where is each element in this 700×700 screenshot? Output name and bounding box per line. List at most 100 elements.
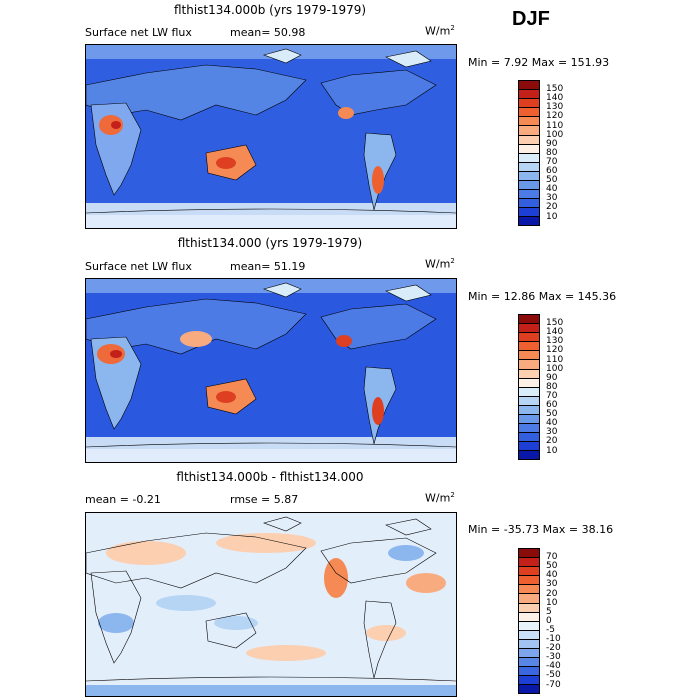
colorbar-tick-label: 50 [546, 409, 558, 420]
colorbar-swatch [518, 566, 540, 576]
colorbar-swatch [518, 350, 540, 360]
colorbar-swatch [518, 377, 540, 387]
colorbar-tick-label: -30 [546, 652, 561, 663]
panel-1-units: W/m2 [425, 24, 455, 38]
colorbar-swatch [518, 189, 540, 199]
colorbar-tick-label: 60 [546, 166, 558, 176]
colorbar-tick-label: 120 [546, 345, 564, 356]
colorbar-swatch [518, 116, 540, 126]
colorbar-swatch [518, 170, 540, 181]
colorbar-tick-label: 110 [546, 120, 564, 131]
panel-2-map [85, 278, 457, 463]
colorbar-swatch [518, 675, 540, 685]
colorbar-swatch [518, 359, 540, 369]
colorbar-tick-label: -10 [546, 634, 561, 644]
panel-2-field-label: Surface net LW flux [85, 260, 192, 273]
panel-3-colorbar [518, 548, 540, 694]
colorbar-swatch [518, 548, 540, 558]
panel-2-minmax: Min = 12.86 Max = 145.36 [468, 290, 617, 303]
colorbar-tick-label: 0 [546, 615, 552, 626]
colorbar-swatch [518, 216, 540, 226]
colorbar-swatch [518, 134, 540, 144]
colorbar-tick-label: -5 [546, 624, 555, 635]
colorbar-tick-label: 10 [546, 445, 558, 456]
colorbar-tick-label: 40 [546, 184, 558, 195]
colorbar-swatch [518, 441, 540, 451]
colorbar-tick-label: -20 [546, 643, 561, 654]
colorbar-tick-label: -50 [546, 670, 561, 681]
colorbar-swatch [518, 611, 540, 621]
colorbar-tick-label: 60 [546, 400, 558, 410]
colorbar-tick-label: 80 [546, 381, 558, 392]
colorbar-tick-label: 140 [546, 93, 564, 104]
colorbar-tick-label: 130 [546, 102, 564, 113]
panel-2-units: W/m2 [425, 257, 455, 271]
panel-1-colorbar [518, 80, 540, 226]
colorbar-swatch [518, 341, 540, 351]
colorbar-tick-label: 40 [546, 418, 558, 429]
colorbar-tick-label: 130 [546, 336, 564, 347]
panel-3-map [85, 512, 457, 697]
colorbar-swatch [518, 125, 540, 135]
panel-1-map [85, 44, 457, 229]
colorbar-swatch [518, 629, 540, 639]
colorbar-tick-label: 50 [546, 175, 558, 186]
colorbar-swatch [518, 332, 540, 342]
colorbar-tick-label: 140 [546, 327, 564, 338]
colorbar-swatch [518, 584, 540, 594]
colorbar-swatch [518, 414, 540, 424]
panel-2-mean: mean= 51.19 [230, 260, 306, 273]
panel-3-minmax: Min = -35.73 Max = 38.16 [468, 523, 614, 536]
colorbar-swatch [518, 620, 540, 630]
panel-3-rmse: rmse = 5.87 [230, 493, 299, 506]
colorbar-swatch [518, 450, 540, 460]
panel-3-units: W/m2 [425, 491, 455, 505]
colorbar-swatch [518, 198, 540, 208]
panel-3-mean: mean = -0.21 [85, 493, 161, 506]
panel-1-minmax: Min = 7.92 Max = 151.93 [468, 56, 610, 69]
colorbar-tick-label: 90 [546, 372, 558, 383]
colorbar-swatch [518, 575, 540, 585]
season-label: DJF [512, 8, 550, 30]
colorbar-swatch [518, 602, 540, 612]
colorbar-swatch [518, 180, 540, 190]
colorbar-tick-label: 10 [546, 211, 558, 222]
colorbar-tick-label: 30 [546, 579, 558, 590]
colorbar-swatch [518, 323, 540, 333]
colorbar-swatch [518, 143, 540, 153]
panel-1-mean: mean= 50.98 [230, 26, 306, 39]
colorbar-swatch [518, 404, 540, 415]
colorbar-tick-label: 20 [546, 436, 558, 447]
colorbar-tick-label: 150 [546, 84, 564, 95]
colorbar-swatch [518, 98, 540, 108]
colorbar-swatch [518, 657, 540, 667]
colorbar-swatch [518, 107, 540, 117]
colorbar-swatch [518, 432, 540, 442]
panel-1-field-label: Surface net LW flux [85, 26, 192, 39]
colorbar-swatch [518, 593, 540, 603]
panel-2-title: flthist134.000 (yrs 1979-1979) [177, 236, 363, 250]
colorbar-tick-label: 30 [546, 193, 558, 204]
colorbar-tick-label: -70 [546, 679, 561, 690]
colorbar-tick-label: 100 [546, 129, 564, 140]
colorbar-tick-label: 5 [546, 606, 552, 617]
colorbar-swatch [518, 89, 540, 99]
colorbar-tick-label: 20 [546, 588, 558, 599]
colorbar-swatch [518, 314, 540, 324]
colorbar-swatch [518, 207, 540, 217]
colorbar-tick-label: 10 [546, 597, 558, 608]
colorbar-swatch [518, 557, 540, 567]
colorbar-tick-label: 50 [546, 561, 558, 572]
colorbar-swatch [518, 368, 540, 378]
colorbar-tick-label: 20 [546, 202, 558, 213]
colorbar-swatch [518, 80, 540, 90]
colorbar-swatch [518, 684, 540, 694]
colorbar-swatch [518, 386, 540, 396]
panel-2-colorbar [518, 314, 540, 460]
colorbar-tick-label: 70 [546, 390, 558, 401]
colorbar-tick-label: -40 [546, 661, 561, 672]
colorbar-tick-label: 40 [546, 570, 558, 581]
colorbar-swatch [518, 648, 540, 658]
colorbar-tick-label: 120 [546, 111, 564, 122]
colorbar-tick-label: 70 [546, 156, 558, 167]
